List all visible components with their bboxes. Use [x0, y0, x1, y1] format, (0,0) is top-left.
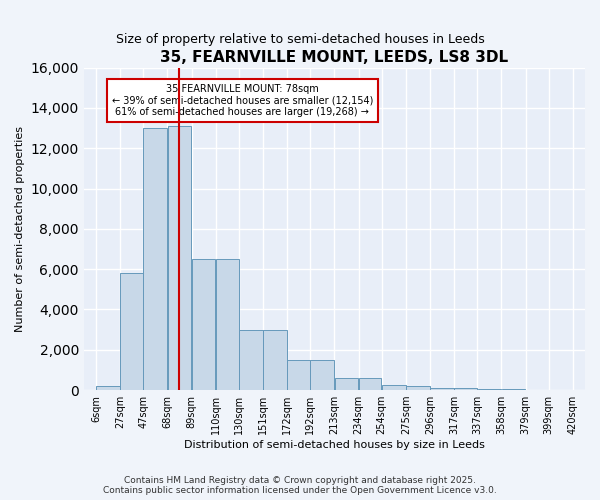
Bar: [96, 386, 120, 390]
Bar: [216, 259, 239, 390]
Bar: [167, 126, 191, 390]
Bar: [287, 360, 310, 390]
X-axis label: Distribution of semi-detached houses by size in Leeds: Distribution of semi-detached houses by …: [184, 440, 485, 450]
Text: Contains HM Land Registry data © Crown copyright and database right 2025.
Contai: Contains HM Land Registry data © Crown c…: [103, 476, 497, 495]
Bar: [502, 389, 526, 390]
Text: 35 FEARNVILLE MOUNT: 78sqm
← 39% of semi-detached houses are smaller (12,154)
61: 35 FEARNVILLE MOUNT: 78sqm ← 39% of semi…: [112, 84, 373, 117]
Bar: [335, 378, 358, 390]
Y-axis label: Number of semi-detached properties: Number of semi-detached properties: [15, 126, 25, 332]
Bar: [454, 388, 477, 390]
Bar: [310, 360, 334, 390]
Bar: [382, 385, 406, 390]
Bar: [121, 273, 143, 390]
Bar: [192, 259, 215, 390]
Bar: [478, 389, 501, 390]
Bar: [406, 386, 430, 390]
Text: Size of property relative to semi-detached houses in Leeds: Size of property relative to semi-detach…: [116, 32, 484, 46]
Bar: [430, 388, 454, 390]
Bar: [143, 128, 167, 390]
Bar: [359, 378, 382, 390]
Bar: [263, 330, 287, 390]
Title: 35, FEARNVILLE MOUNT, LEEDS, LS8 3DL: 35, FEARNVILLE MOUNT, LEEDS, LS8 3DL: [160, 50, 508, 65]
Bar: [239, 330, 263, 390]
